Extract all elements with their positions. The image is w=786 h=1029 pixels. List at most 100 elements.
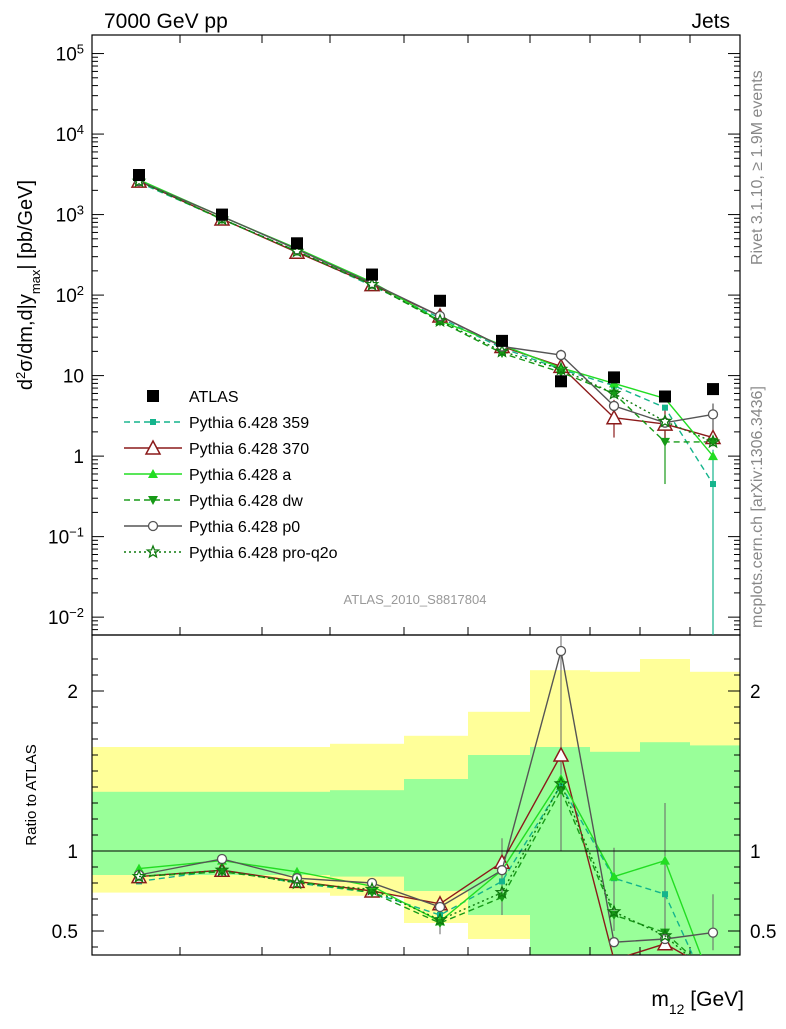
ratio-series-clipped	[130, 635, 719, 955]
main-point-atlas	[496, 334, 508, 347]
tick-base: 10	[56, 206, 77, 227]
ratio-point-pa	[609, 871, 619, 881]
legend-marker-pa	[148, 469, 158, 478]
ratio-ytick-label-right: 0.5	[750, 922, 776, 943]
ratio-point-pproq2o	[553, 775, 569, 791]
main-point-pdw	[660, 437, 670, 447]
main-point-atlas	[366, 268, 378, 281]
legend-marker-p370	[144, 439, 162, 455]
ratio-point-pdw	[660, 928, 670, 938]
header-right: Jets	[691, 10, 730, 33]
ratio-point-pp0	[555, 645, 567, 657]
main-point-pproq2o	[494, 343, 510, 358]
ratio-point-pproq2o	[364, 881, 380, 896]
xlabel-unit: [GeV]	[684, 988, 744, 1011]
tick-exponent: −1	[69, 524, 84, 539]
header-left: 7000 GeV pp	[104, 10, 228, 33]
legend-marker-atlas	[147, 390, 159, 402]
tick-base: 10	[48, 608, 69, 629]
ratio-point-pproq2o	[289, 875, 305, 890]
x-ticks	[179, 35, 691, 955]
tick-base: 10	[48, 528, 69, 549]
ratio-point-pp0	[707, 927, 719, 938]
main-point-pp0	[707, 409, 719, 420]
ratio-point-p359	[558, 782, 564, 789]
ratio-point-pp0	[434, 901, 446, 913]
legend-marker-pdw	[148, 496, 158, 505]
band-green	[330, 790, 404, 877]
legend-marker-pp0	[147, 520, 159, 532]
main-point-pproq2o	[432, 312, 448, 328]
main-ytick-label: 104	[56, 122, 84, 147]
ratio-point-pproq2o	[432, 911, 448, 927]
ratio-point-p359	[662, 891, 668, 898]
ratio-point-p359	[499, 878, 505, 885]
main-point-pp0	[555, 349, 567, 361]
band-green	[262, 791, 330, 875]
main-ytick-label: 10−1	[48, 524, 84, 549]
main-point-p359	[662, 404, 668, 411]
legend-marker-p359	[150, 419, 156, 425]
main-point-pproq2o	[289, 243, 305, 258]
ratio-point-pproq2o	[606, 903, 622, 919]
main-ytick-label: 10−2	[48, 605, 84, 630]
main-point-p370	[605, 409, 623, 425]
xlabel-sub: 12	[669, 1001, 685, 1017]
ratio-point-pp0	[496, 865, 508, 876]
legend-label-p359: Pythia 6.428 359	[189, 415, 309, 432]
legend: ATLAS Pythia 6.428 359 Pythia 6.428 370 Pyt…	[124, 389, 338, 562]
legend-label-atlas: ATLAS	[189, 389, 239, 406]
tick-base: 10	[56, 125, 77, 146]
main-point-atlas	[291, 237, 303, 250]
tick-base: 1	[73, 447, 84, 468]
ratio-ticks: 0.5 0.5 1 1 2 2	[52, 658, 776, 948]
main-ytick-label: 10	[63, 367, 84, 388]
main-ytick-label: 103	[56, 202, 84, 227]
rivet-label: Rivet 3.1.10, ≥ 1.9M events	[749, 70, 766, 265]
tick-base: 10	[56, 45, 77, 66]
main-point-atlas	[608, 371, 620, 384]
ratio-point-pproq2o	[494, 884, 510, 899]
main-point-pp0	[608, 400, 620, 412]
ratio-point-pa	[660, 855, 670, 865]
main-point-pa	[708, 451, 718, 461]
tick-exponent: 5	[77, 41, 84, 56]
ratio-line-pproq2o	[138, 782, 689, 955]
main-ytick-label: 1	[73, 447, 84, 468]
tick-base: 10	[56, 286, 77, 307]
ratio-point-pproq2o	[214, 862, 230, 877]
main-point-atlas	[434, 294, 446, 307]
ratio-point-pp0	[608, 937, 620, 948]
ratio-point-pproq2o	[131, 868, 147, 883]
ratio-line-p370	[138, 753, 687, 955]
tick-exponent: 2	[77, 283, 84, 298]
main-point-pproq2o	[364, 276, 380, 291]
main-point-pproq2o	[606, 385, 622, 400]
xlabel: m12 [GeV]	[651, 988, 744, 1017]
legend-marker-pproq2o	[145, 544, 161, 559]
main-point-p359	[710, 481, 716, 488]
ratio-point-p370	[552, 746, 570, 762]
main-point-pproq2o	[705, 434, 721, 449]
main-line-pdw	[138, 180, 713, 443]
ratio-ytick-label: 0.5	[52, 922, 78, 943]
ratio-ytick-label: 1	[67, 842, 78, 863]
xlabel-main: m	[651, 988, 669, 1011]
ratio-line-pp0	[138, 650, 714, 943]
legend-label-pdw: Pythia 6.428 dw	[189, 493, 303, 510]
ratio-ytick-label: 2	[67, 682, 78, 703]
ratio-ylabel: Ratio to ATLAS	[23, 744, 40, 845]
ratio-point-pproq2o	[657, 927, 673, 943]
tick-exponent: 4	[77, 122, 84, 137]
main-point-atlas	[133, 169, 145, 182]
ratio-line-pa	[138, 777, 702, 955]
main-series	[130, 169, 722, 635]
band-green	[92, 791, 180, 875]
legend-label-pproq2o: Pythia 6.428 pro-q2o	[189, 545, 338, 562]
main-ytick-label: 105	[56, 41, 84, 66]
band-green	[404, 779, 468, 891]
ratio-point-pa	[292, 866, 302, 876]
ratio-point-pa	[134, 863, 144, 873]
